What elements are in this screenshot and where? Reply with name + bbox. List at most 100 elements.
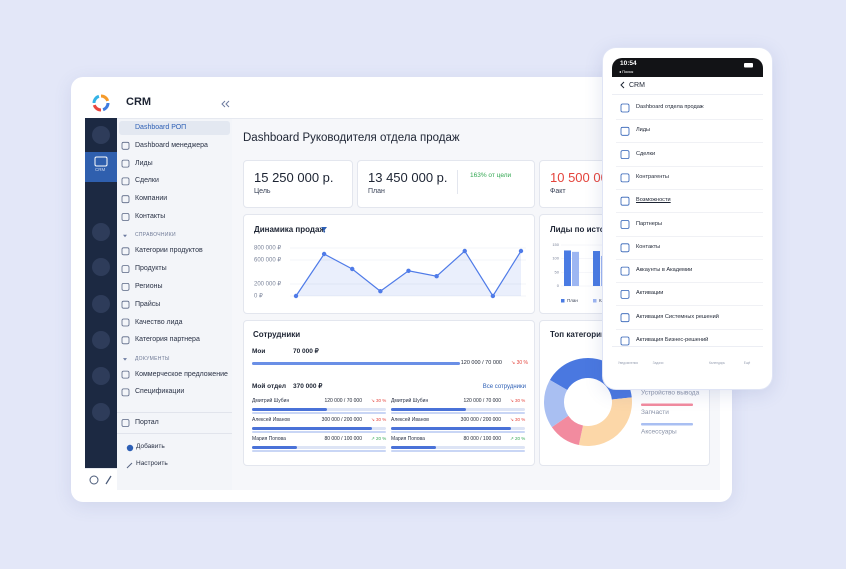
settings-tool-icon [126,462,133,469]
y-tick-label: 200 000 ₽ [254,281,281,288]
rail-icon [92,367,110,385]
menu-item[interactable]: Спецификации [135,388,185,396]
menu-icon [121,300,130,309]
menu-item[interactable]: Продукты [135,265,167,273]
menu-icon [121,141,130,150]
phone-menu-item[interactable]: Активация Бизнес-решений [636,337,709,343]
phone-menu-item[interactable]: Dashboard отдела продаж [636,104,704,110]
menu-icon [121,213,130,221]
legend-swatch [641,423,693,426]
logo-arc [100,94,110,102]
tab-label[interactable]: Задачи [652,361,664,365]
employees-card [243,320,535,466]
kpi-label: План [368,188,385,195]
phone-menu-item[interactable]: Активации [636,290,664,297]
rail-label: CRM [95,167,106,172]
sidebar [117,118,233,490]
menu-icon [121,282,130,291]
menu-icon [121,370,130,379]
kpi-value: 10 500 000 [550,170,616,185]
menu-item[interactable]: Контакты [135,213,166,220]
legend-swatch [561,299,565,303]
progress-fill [252,362,460,365]
menu-item[interactable]: Сделки [135,177,159,185]
phone-menu-item[interactable]: Активация Системных решений [636,313,719,320]
all-employees-link: Все сотрудники [482,384,526,390]
logo-area [85,88,117,118]
card-title: Сотрудники [253,330,301,339]
phone-menu-item[interactable]: Партнеры [636,220,663,227]
tab-label[interactable]: Ещё [743,361,751,365]
progress-track [391,431,525,433]
row-label: Мой отдел [252,383,286,390]
settings-button[interactable]: Настроить [136,460,168,467]
sales-point [293,293,299,299]
menu-item[interactable]: Компании [135,195,168,203]
progress-fill [391,408,466,411]
employee-ratio: 80 000 / 100 000 [463,436,501,442]
kpi-value: 13 450 000 р. [368,170,448,185]
phone-header: CRM [629,82,645,89]
kpi-card [357,160,535,208]
legend-label: Запчасти [641,409,669,416]
tab-label[interactable]: Календарь [708,361,726,365]
phone-item-icon [620,336,630,346]
phone-menu-item[interactable]: Аккаунты в Академии [636,267,693,274]
kpi-note: 163% от цели [470,172,512,179]
progress-fill [252,427,372,430]
phone-item-line [616,165,763,167]
phone-menu-item[interactable]: Возможности [636,197,671,204]
sidebar-header [117,88,232,119]
phone-back-label: ◂ Поиск [619,69,634,74]
menu-item[interactable]: Качество лида [135,318,183,326]
sales-point [350,266,355,272]
menu-icon [121,265,130,274]
sales-area [296,251,521,296]
menu-item[interactable]: Прайсы [135,300,161,308]
y-tick-label: 0 [557,283,560,288]
logo-arc [92,94,100,104]
section-title: СПРАВОЧНИКИ [135,232,176,239]
app-title: CRM [126,96,152,108]
phone-menu-item[interactable]: Контрагенты [636,173,669,180]
page-title: Dashboard Руководителя отдела продаж [243,132,460,144]
employee-ratio: 120 000 / 70 000 [324,398,362,404]
employee-change: ↗ 20 % [510,436,526,441]
employee-change: ↘ 30 % [371,417,387,422]
rail-icon [92,331,110,349]
rail-icon [92,295,110,313]
menu-icon [121,247,130,256]
row-amount: 70 000 ₽ [293,348,319,355]
employee-ratio: 80 000 / 100 000 [324,436,362,442]
menu-item[interactable]: Dashboard РОП [135,124,187,131]
phone-menu-item[interactable]: Сделки [636,150,656,157]
menu-item[interactable]: Коммерческое предложение [135,370,228,378]
rail-icon [92,126,110,144]
menu-icon [121,336,130,345]
section-caret [123,358,127,361]
phone-status-bar [612,58,763,77]
battery-icon [744,63,753,68]
employee-change: ↗ 20 % [371,436,387,441]
menu-icon [121,318,130,327]
menu-item[interactable]: Dashboard менеджера [135,141,208,149]
category-slice [544,380,569,428]
phone-item-line [616,305,763,307]
tab-label[interactable]: Уведомления [618,361,638,365]
logo-arc [102,102,110,112]
menu-item[interactable]: Лиды [135,159,153,167]
sales-point [378,289,383,294]
phone-menu-item[interactable]: Контакты [636,243,661,250]
phone-item-icon [620,196,630,206]
add-button[interactable]: Добавить [136,443,165,450]
phone-menu-item[interactable]: Лиды [636,127,651,134]
menu-item[interactable]: Категории продуктов [135,247,203,255]
back-chevron [620,81,625,89]
legend-label: План [567,298,578,303]
rail-icon [92,403,110,421]
menu-item[interactable]: Портал [135,419,159,426]
menu-item[interactable]: Регионы [135,282,163,290]
phone-item-line [616,258,763,260]
menu-item[interactable]: Категория партнера [135,336,200,344]
employee-change: ↘ 30 % [510,398,526,403]
